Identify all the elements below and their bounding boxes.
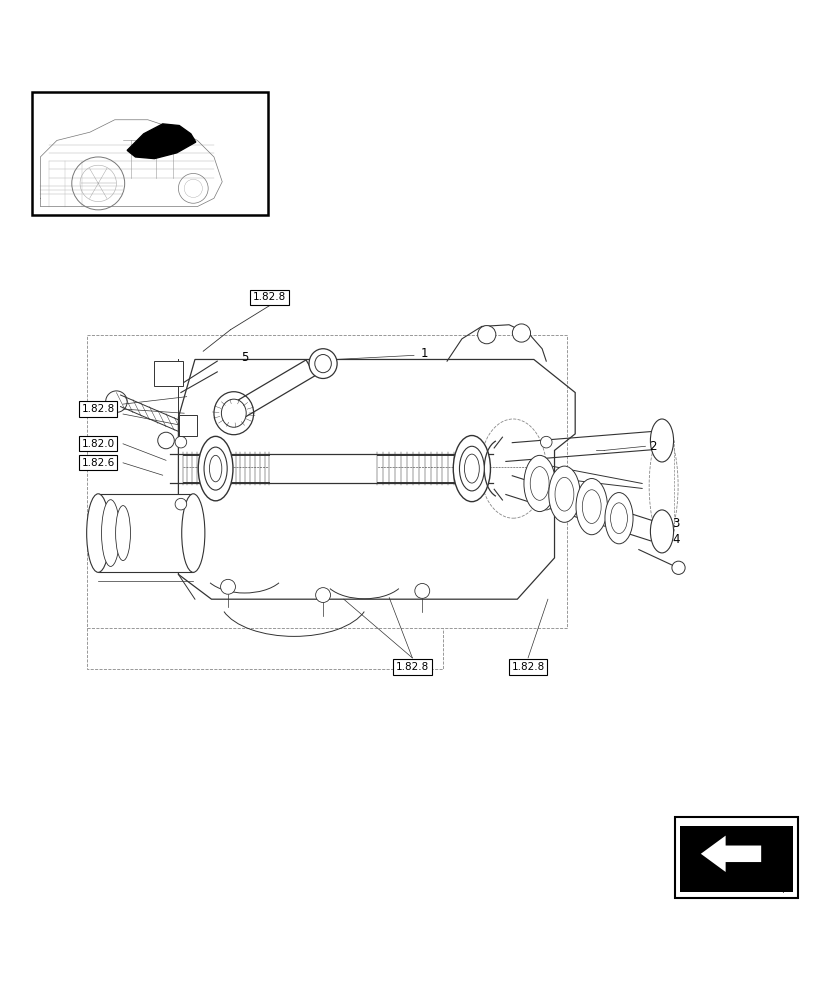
Ellipse shape bbox=[314, 355, 331, 373]
Bar bbox=[98, 494, 193, 572]
Ellipse shape bbox=[464, 454, 479, 483]
Ellipse shape bbox=[174, 436, 186, 448]
Ellipse shape bbox=[605, 493, 633, 544]
Bar bbox=[179, 415, 197, 436]
Ellipse shape bbox=[174, 498, 186, 510]
Text: 1.82.6: 1.82.6 bbox=[82, 458, 115, 468]
Bar bbox=[679, 826, 791, 892]
Polygon shape bbox=[748, 866, 783, 893]
Ellipse shape bbox=[576, 479, 607, 535]
Ellipse shape bbox=[209, 455, 222, 482]
Ellipse shape bbox=[452, 436, 490, 502]
Ellipse shape bbox=[581, 490, 600, 523]
Ellipse shape bbox=[540, 498, 552, 510]
Ellipse shape bbox=[671, 561, 684, 574]
Bar bbox=[674, 817, 796, 898]
Ellipse shape bbox=[315, 588, 330, 602]
Text: 1.82.8: 1.82.8 bbox=[511, 662, 544, 672]
Text: 5: 5 bbox=[241, 351, 248, 364]
Text: 1.82.8: 1.82.8 bbox=[82, 404, 115, 414]
Ellipse shape bbox=[540, 436, 552, 448]
Ellipse shape bbox=[523, 455, 555, 512]
Ellipse shape bbox=[414, 583, 429, 598]
Ellipse shape bbox=[609, 503, 627, 534]
Ellipse shape bbox=[650, 510, 672, 553]
Ellipse shape bbox=[529, 467, 548, 500]
Text: 1: 1 bbox=[420, 347, 428, 360]
Text: 4: 4 bbox=[671, 533, 679, 546]
Ellipse shape bbox=[308, 349, 337, 378]
Polygon shape bbox=[700, 836, 760, 872]
Ellipse shape bbox=[87, 494, 110, 572]
Text: 1.82.8: 1.82.8 bbox=[395, 662, 428, 672]
Ellipse shape bbox=[181, 494, 204, 572]
Bar bbox=[32, 92, 267, 215]
Text: 3: 3 bbox=[671, 517, 678, 530]
Ellipse shape bbox=[459, 446, 484, 491]
Ellipse shape bbox=[512, 324, 530, 342]
Ellipse shape bbox=[220, 579, 235, 594]
Text: 1.82.0: 1.82.0 bbox=[82, 439, 115, 449]
Ellipse shape bbox=[650, 419, 672, 462]
Ellipse shape bbox=[203, 447, 227, 490]
Text: 1.82.8: 1.82.8 bbox=[252, 292, 285, 302]
Polygon shape bbox=[127, 124, 195, 159]
Ellipse shape bbox=[554, 477, 573, 511]
Ellipse shape bbox=[221, 399, 246, 427]
Ellipse shape bbox=[102, 500, 120, 566]
Ellipse shape bbox=[477, 326, 495, 344]
Text: 2: 2 bbox=[649, 440, 657, 453]
Bar bbox=[154, 361, 182, 386]
Ellipse shape bbox=[213, 392, 253, 435]
Ellipse shape bbox=[116, 506, 131, 561]
Ellipse shape bbox=[198, 436, 232, 501]
Ellipse shape bbox=[548, 466, 580, 522]
